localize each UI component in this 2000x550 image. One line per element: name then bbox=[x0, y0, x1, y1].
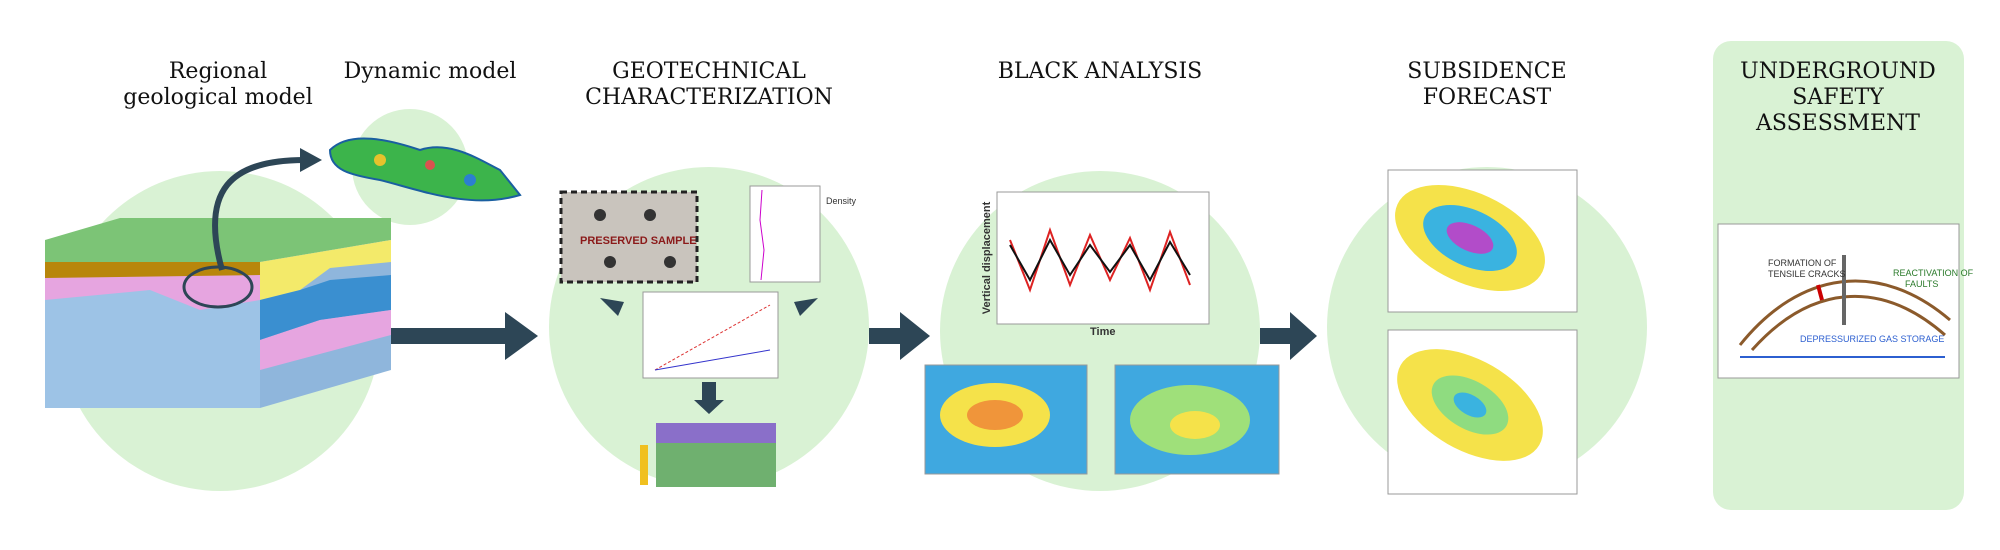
black-analysis-part bbox=[996, 191, 1210, 325]
safety-sketch-part bbox=[1717, 223, 1960, 379]
dynamic-model-part bbox=[464, 174, 476, 186]
subsidence-map-part bbox=[1446, 222, 1494, 254]
geological-block-part bbox=[300, 148, 322, 172]
flow-arrow-part bbox=[391, 312, 538, 360]
stage-title: Regional geological model Dynamic model … bbox=[123, 59, 1936, 136]
stage-title: SAFETY bbox=[1792, 85, 1884, 110]
stage-title: SUBSIDENCE bbox=[1407, 59, 1566, 84]
flow-arrow-part bbox=[869, 312, 930, 360]
stage-title: UNDERGROUND bbox=[1740, 59, 1936, 84]
stage-title: FORECAST bbox=[1423, 85, 1552, 110]
black-analysis: Vertical displacement Time bbox=[924, 191, 1280, 475]
geotechnical-part bbox=[604, 256, 616, 268]
sketch-label: FORMATION OF bbox=[1768, 258, 1837, 268]
axis-label: Vertical displacement bbox=[981, 201, 993, 314]
black-analysis-part bbox=[1170, 411, 1220, 439]
sample-label: PRESERVED SAMPLE bbox=[580, 235, 697, 247]
geotechnical-part bbox=[594, 209, 606, 221]
geological-block-part bbox=[260, 310, 391, 370]
stage-title: Regional bbox=[169, 59, 267, 84]
geotechnical-part bbox=[664, 256, 676, 268]
geotechnical-part bbox=[642, 291, 779, 379]
stage-title: Dynamic model bbox=[344, 59, 517, 84]
geological-block-part bbox=[45, 262, 260, 278]
stage-title: BLACK ANALYSIS bbox=[998, 59, 1203, 84]
flow-arrow-part bbox=[1260, 312, 1317, 360]
geological-block-part bbox=[260, 275, 391, 340]
flow-arrow bbox=[391, 312, 1317, 360]
sketch-label: TENSILE CRACKS bbox=[1768, 269, 1846, 279]
stage-title: CHARACTERIZATION bbox=[585, 85, 833, 110]
geotechnical: PRESERVED SAMPLE Density bbox=[559, 185, 857, 487]
geotechnical-part bbox=[794, 298, 818, 316]
geotechnical-part bbox=[640, 445, 648, 485]
stage-title: GEOTECHNICAL bbox=[612, 59, 806, 84]
geotechnical-part bbox=[759, 189, 765, 281]
geotechnical-part bbox=[600, 298, 624, 316]
stage-title: ASSESSMENT bbox=[1755, 111, 1920, 136]
subsidence-map bbox=[1387, 169, 1578, 495]
geological-block bbox=[45, 148, 391, 408]
geotechnical-part bbox=[654, 304, 771, 371]
sketch-label: FAULTS bbox=[1905, 279, 1938, 289]
safety-sketch-part bbox=[1816, 284, 1824, 301]
axis-label: Time bbox=[1090, 326, 1115, 338]
safety-sketch-part bbox=[1738, 279, 1951, 346]
subsidence-map-part bbox=[1453, 392, 1487, 418]
geotechnical-part bbox=[644, 209, 656, 221]
safety-sketch: FORMATION OF TENSILE CRACKS REACTIVATION… bbox=[1717, 223, 1974, 379]
geological-block-part bbox=[260, 240, 391, 300]
stage-title: geological model bbox=[123, 85, 312, 110]
geological-block-part bbox=[182, 265, 254, 309]
geotechnical-part bbox=[656, 423, 776, 443]
dynamic-model bbox=[328, 137, 522, 202]
black-analysis-part bbox=[1009, 237, 1191, 283]
sketch-label: DEPRESSURIZED GAS STORAGE bbox=[1800, 334, 1944, 344]
geotechnical-part bbox=[559, 190, 699, 284]
black-analysis-part bbox=[967, 400, 1023, 430]
log-label: Density bbox=[826, 196, 857, 206]
geotechnical-part bbox=[749, 185, 821, 283]
dynamic-model-part bbox=[425, 160, 435, 170]
sketch-label: REACTIVATION OF bbox=[1893, 268, 1974, 278]
geological-block-part bbox=[211, 157, 306, 271]
geotechnical-part bbox=[694, 382, 724, 414]
dynamic-model-part bbox=[374, 154, 386, 166]
geotechnical-part bbox=[654, 349, 771, 371]
